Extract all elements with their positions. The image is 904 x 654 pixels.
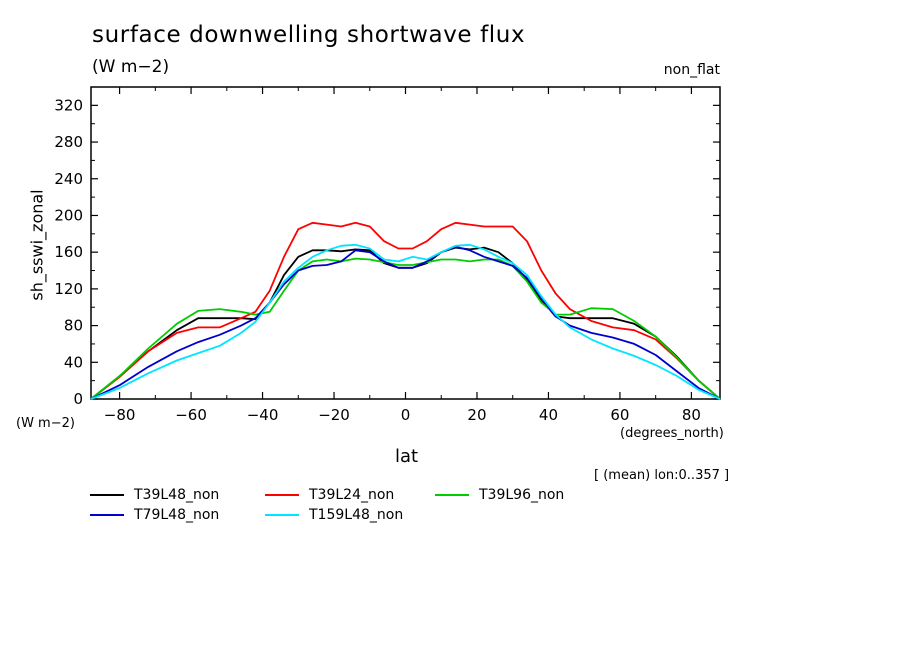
corner-label: non_flat	[663, 62, 720, 78]
legend-item: T39L24_non	[265, 486, 394, 504]
y-tick-label: 240	[54, 170, 83, 188]
series-line-t159l48-non	[90, 243, 721, 400]
legend-label: T39L96_non	[479, 487, 565, 503]
legend-item: T39L48_non	[90, 486, 219, 504]
legend-swatch	[265, 494, 299, 496]
y-axis-units: (W m−2)	[16, 416, 75, 431]
y-tick-label: 200	[54, 206, 83, 224]
legend-swatch	[265, 514, 299, 516]
y-tick-label: 120	[54, 280, 83, 298]
y-tick-label: 320	[54, 96, 83, 114]
axis-ticks: −80 −60 −40 −20 0 20 40 60 80 0 40 80 120 160 200 240 28…	[54, 87, 720, 424]
y-tick-label: 40	[64, 353, 83, 371]
series-line-t39l24-non	[90, 221, 721, 400]
series-line-t79l48-non	[90, 245, 721, 400]
legend-item: T159L48_non	[265, 506, 403, 524]
series-line-t39l48-non	[90, 246, 721, 400]
series-line-t39l96-non	[90, 257, 721, 400]
x-axis-label: lat	[395, 446, 419, 467]
y-tick-label: 80	[64, 317, 83, 335]
legend-swatch	[435, 494, 469, 496]
legend-item: T79L48_non	[90, 506, 219, 524]
x-tick-label: 60	[610, 406, 629, 424]
chart-title: surface downwelling shortwave flux	[92, 22, 526, 48]
legend-label: T79L48_non	[134, 507, 220, 523]
x-axis-units: (degrees_north)	[620, 426, 724, 441]
x-tick-label: −60	[175, 406, 207, 424]
legend-swatch	[90, 494, 124, 496]
x-tick-label: −80	[104, 406, 136, 424]
chart-subtitle: (W m−2)	[92, 57, 170, 77]
x-tick-label: 80	[682, 406, 701, 424]
legend: T39L48_non T39L24_non T39L96_non T79L48_non…	[90, 486, 650, 526]
legend-item: T39L96_non	[435, 486, 564, 504]
x-tick-label: 40	[539, 406, 558, 424]
legend-label: T159L48_non	[309, 507, 404, 523]
legend-label: T39L48_non	[134, 487, 220, 503]
x-tick-label: 20	[467, 406, 486, 424]
x-tick-label: 0	[401, 406, 411, 424]
series-lines	[90, 221, 721, 400]
mean-note: [ (mean) lon:0..357 ]	[594, 468, 730, 483]
legend-label: T39L24_non	[309, 487, 395, 503]
x-tick-label: −40	[247, 406, 279, 424]
legend-swatch	[90, 514, 124, 516]
y-tick-label: 0	[73, 390, 83, 408]
y-tick-label: 160	[54, 243, 83, 261]
x-tick-label: −20	[318, 406, 350, 424]
y-tick-label: 280	[54, 133, 83, 151]
